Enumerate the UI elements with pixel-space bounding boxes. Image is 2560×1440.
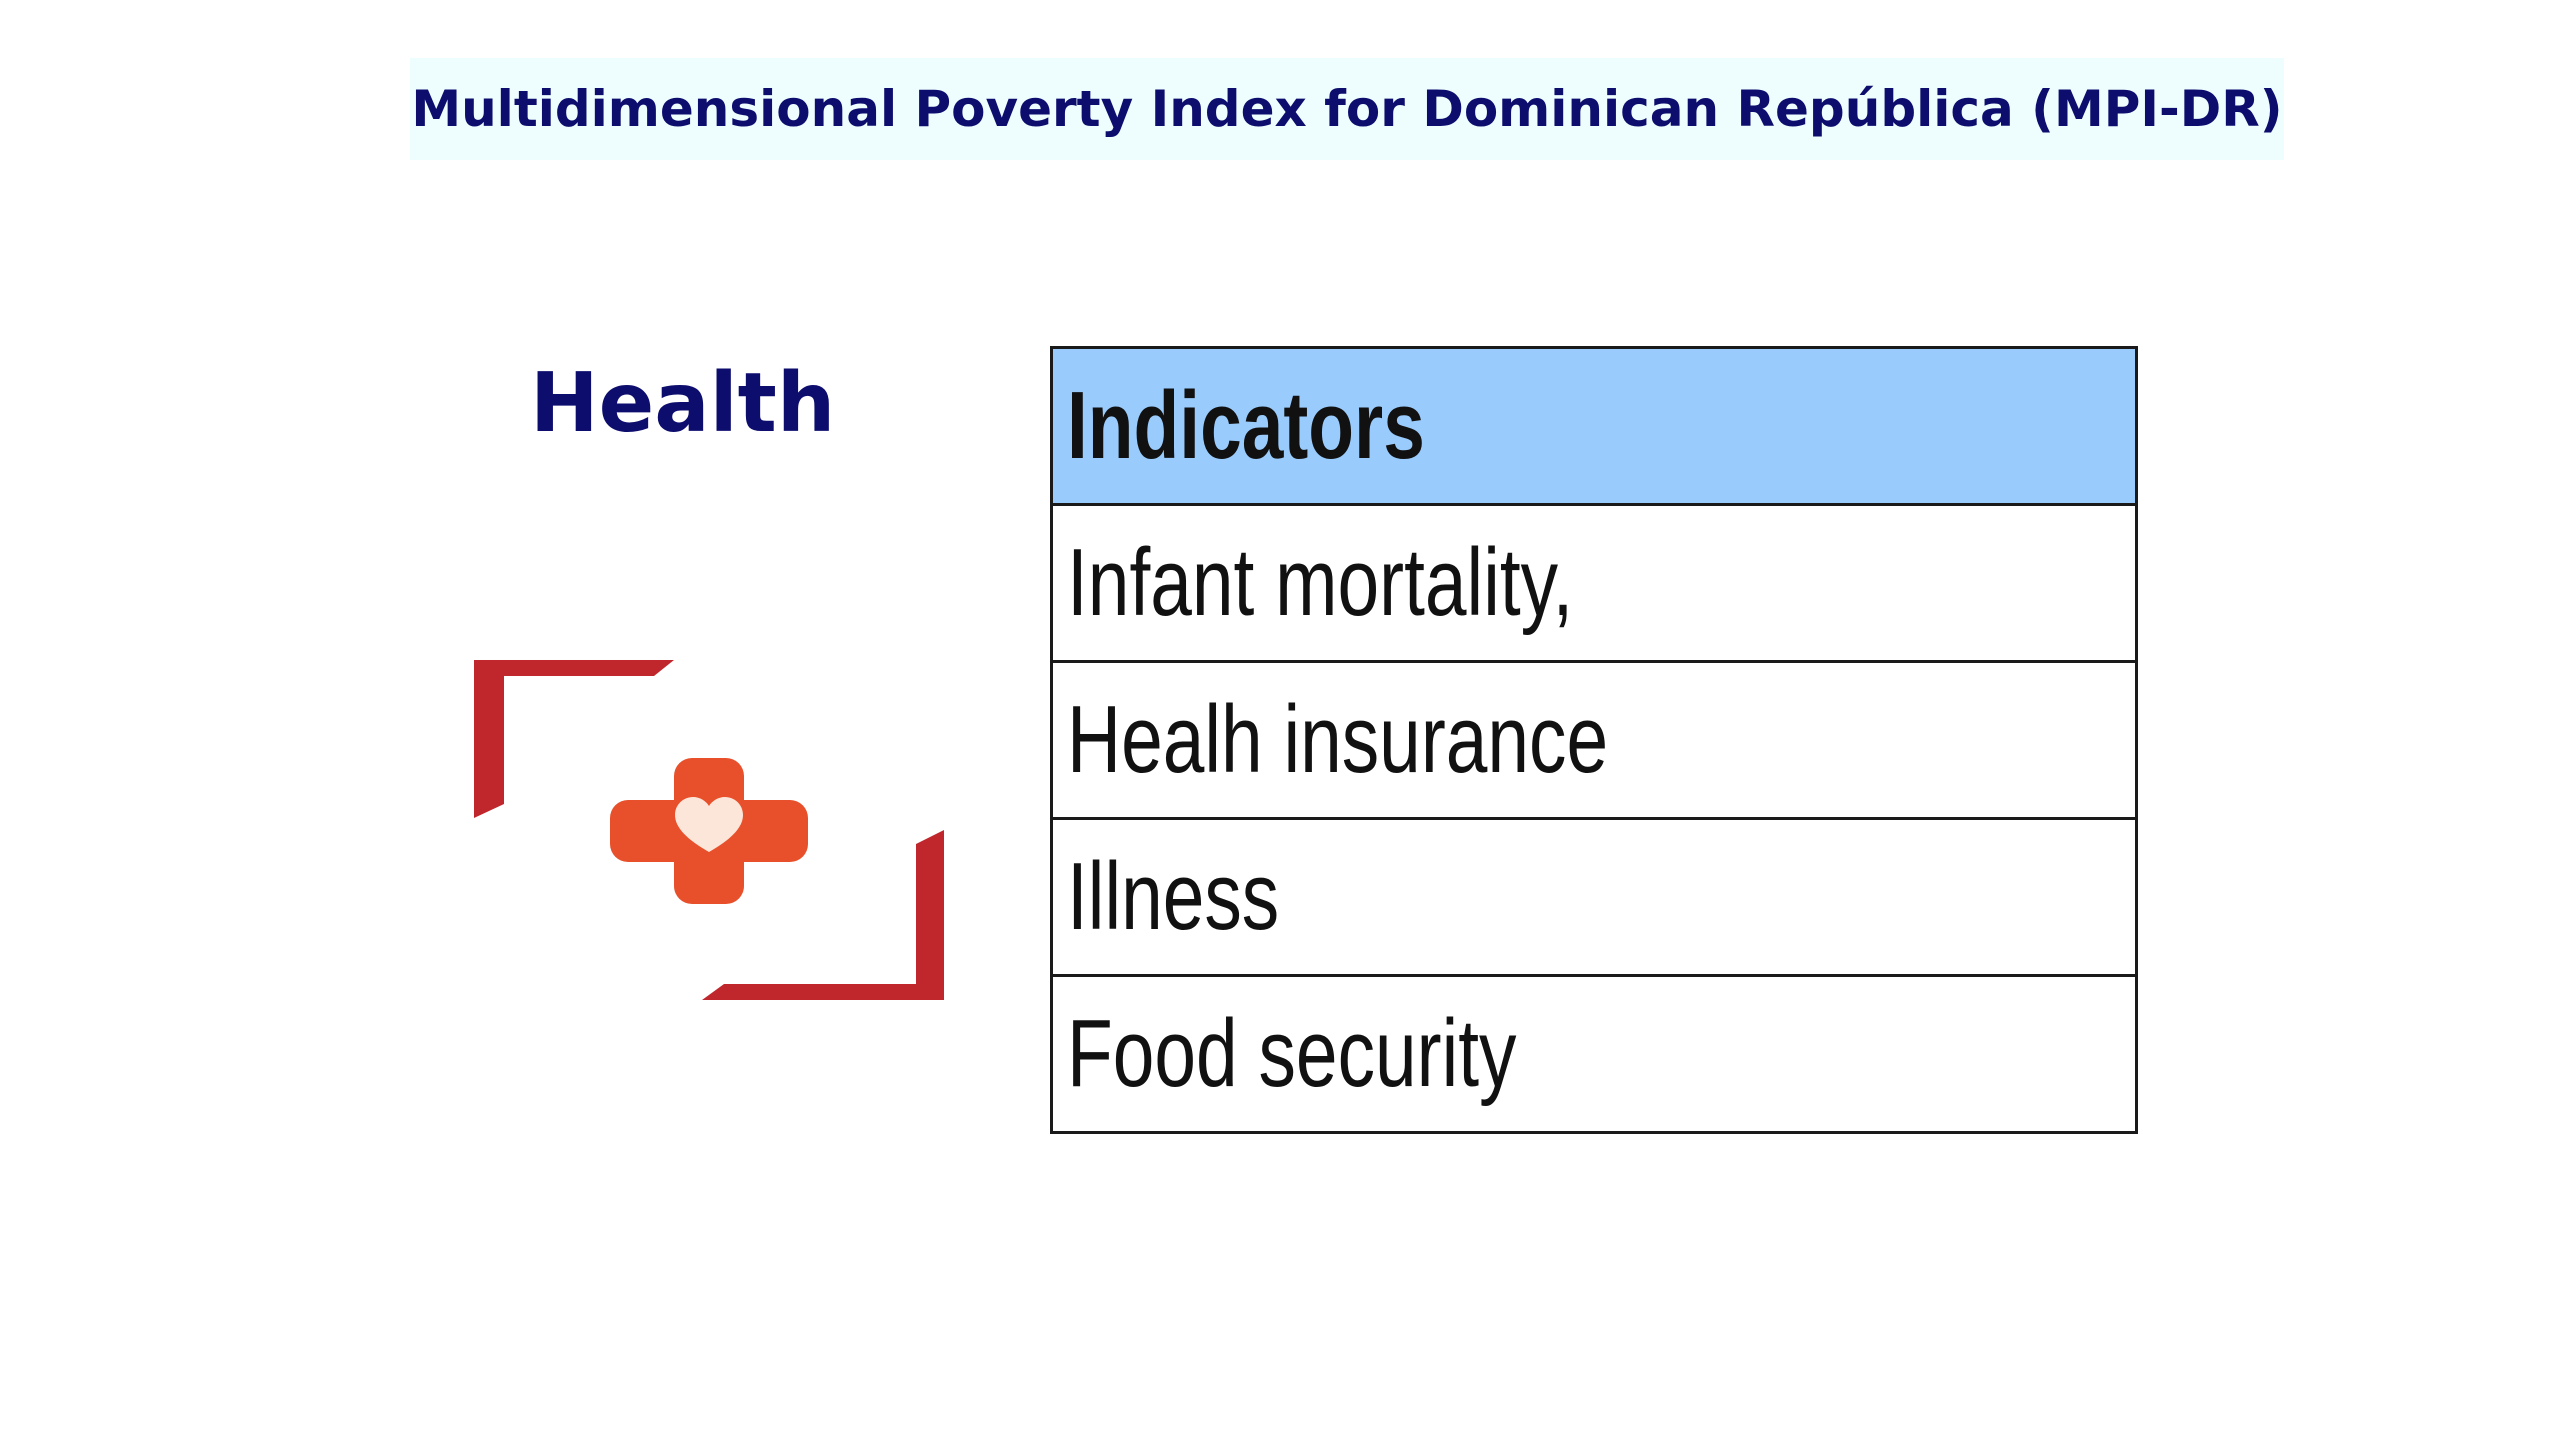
table-row: Food security — [1050, 974, 2138, 1134]
logo-heart — [675, 797, 743, 852]
indicator-infant-mortality: Infant mortality, — [1067, 529, 1574, 636]
table-cell: Infant mortality, — [1050, 503, 2138, 663]
logo-frame-top-left — [474, 660, 674, 818]
indicator-health-insurance: Healh insurance — [1067, 686, 1609, 793]
table-cell: Food security — [1050, 974, 2138, 1134]
table-row: Infant mortality, — [1050, 503, 2138, 663]
logo-frame-bottom-right — [702, 830, 944, 1000]
health-cross-heart-icon — [474, 660, 944, 1000]
indicators-table: Indicators Infant mortality, Healh insur… — [1050, 346, 2138, 1134]
dimension-label: Health — [530, 356, 836, 451]
table-header-row: Indicators — [1050, 346, 2138, 506]
indicator-illness: Illness — [1067, 843, 1280, 950]
table-row: Healh insurance — [1050, 660, 2138, 820]
table-cell: Healh insurance — [1050, 660, 2138, 820]
title-banner: Multidimensional Poverty Index for Domin… — [410, 58, 2284, 160]
table-row: Illness — [1050, 817, 2138, 977]
indicator-food-security: Food security — [1067, 1000, 1517, 1107]
table-cell: Illness — [1050, 817, 2138, 977]
table-header-cell: Indicators — [1050, 346, 2138, 506]
slide-title: Multidimensional Poverty Index for Domin… — [411, 80, 2283, 138]
table-header-text: Indicators — [1067, 372, 1425, 479]
